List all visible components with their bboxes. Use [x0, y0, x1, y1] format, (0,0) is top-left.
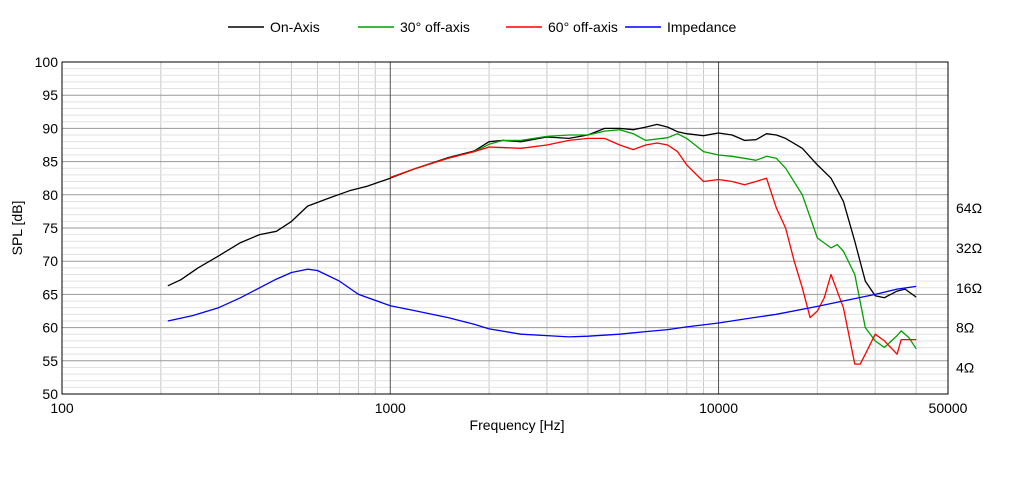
y-tick-label: 60 — [42, 320, 58, 336]
y-tick-label: 70 — [42, 253, 58, 269]
y2-tick-label: 4Ω — [956, 359, 974, 375]
series-line-60-off-axis — [390, 137, 917, 365]
y2-tick-label: 8Ω — [956, 320, 974, 336]
series-line-30-off-axis — [390, 129, 917, 350]
y2-axis-ticks: 64Ω 32Ω 16Ω 8Ω 4Ω — [956, 200, 982, 375]
y2-tick-label: 32Ω — [956, 240, 982, 256]
x-axis-label: Frequency [Hz] — [470, 417, 565, 433]
y2-tick-label: 64Ω — [956, 200, 982, 216]
y-tick-label: 95 — [42, 87, 58, 103]
x-tick-label: 50000 — [929, 400, 968, 416]
y-axis-label: SPL [dB] — [9, 201, 25, 256]
y-tick-label: 100 — [35, 54, 59, 70]
y-tick-label: 85 — [42, 154, 58, 170]
plot-frame — [61, 61, 949, 395]
y-tick-label: 50 — [42, 386, 58, 402]
series-line-on-axis — [167, 123, 917, 299]
legend-label: Impedance — [667, 19, 736, 35]
series-lines — [167, 123, 917, 365]
y-tick-label: 75 — [42, 220, 58, 236]
x-tick-label: 10000 — [699, 400, 738, 416]
y-tick-label: 65 — [42, 286, 58, 302]
x-tick-label: 1000 — [375, 400, 406, 416]
y-tick-label: 80 — [42, 187, 58, 203]
y-axis-ticks: 100 95 90 85 80 75 70 65 60 55 50 — [35, 54, 59, 402]
y-tick-label: 55 — [42, 353, 58, 369]
legend: On-Axis 30° off-axis 60° off-axis Impedance — [228, 19, 736, 35]
legend-label: 30° off-axis — [400, 19, 470, 35]
legend-label: On-Axis — [270, 19, 320, 35]
y-tick-label: 90 — [42, 120, 58, 136]
grid-major — [62, 61, 948, 395]
y2-tick-label: 16Ω — [956, 280, 982, 296]
x-tick-label: 100 — [50, 400, 74, 416]
legend-label: 60° off-axis — [548, 19, 618, 35]
series-line-impedance — [167, 268, 917, 338]
x-axis-ticks: 100 1000 10000 50000 — [50, 400, 967, 416]
